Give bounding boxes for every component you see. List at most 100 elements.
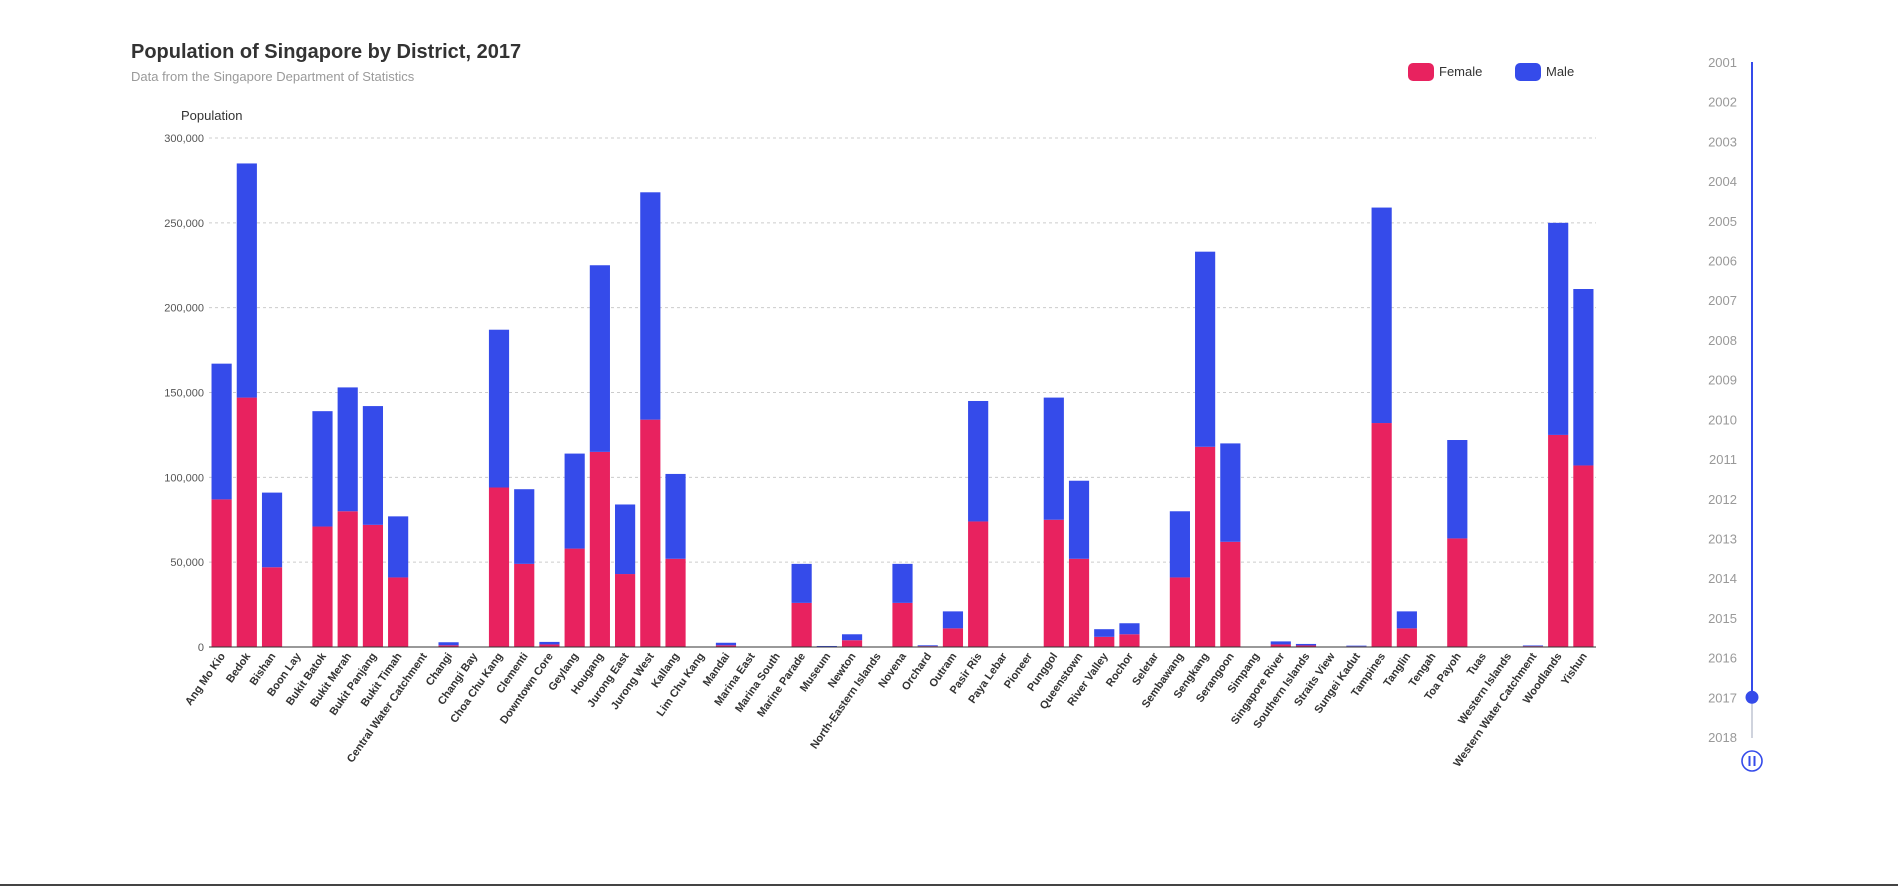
timeline-handle[interactable]	[1745, 690, 1759, 704]
timeline-year-label[interactable]: 2001	[1708, 55, 1737, 70]
bar-male[interactable]	[1396, 611, 1417, 629]
bar-female[interactable]	[1220, 541, 1241, 647]
bar-female[interactable]	[1295, 645, 1317, 647]
bar-female[interactable]	[640, 419, 661, 647]
timeline-year-label[interactable]: 2008	[1708, 333, 1737, 348]
timeline-year-label[interactable]: 2007	[1708, 293, 1737, 308]
bar-female[interactable]	[564, 548, 585, 647]
bar-male[interactable]	[589, 265, 610, 452]
bar-female[interactable]	[1043, 519, 1064, 647]
bar-male[interactable]	[1522, 645, 1544, 647]
bar-female[interactable]	[715, 645, 737, 647]
legend-item-female[interactable]: Female	[1408, 63, 1482, 81]
bar-female[interactable]	[1068, 558, 1090, 647]
bar-male[interactable]	[665, 473, 686, 559]
bar-female[interactable]	[1270, 644, 1291, 647]
bar-male[interactable]	[1270, 641, 1291, 645]
bar-male[interactable]	[942, 611, 964, 629]
bar-male[interactable]	[488, 329, 510, 488]
bar-male[interactable]	[362, 406, 384, 525]
timeline-year-label[interactable]: 2015	[1708, 611, 1737, 626]
bar-female[interactable]	[615, 574, 636, 647]
bars	[211, 163, 1594, 647]
timeline-year-label[interactable]: 2018	[1708, 730, 1737, 745]
bar-male[interactable]	[1220, 443, 1241, 542]
bar-female[interactable]	[1094, 636, 1115, 647]
bar-female[interactable]	[1396, 628, 1417, 647]
bar-female[interactable]	[261, 567, 283, 647]
timeline-year-label[interactable]: 2014	[1708, 571, 1737, 586]
bar-female[interactable]	[892, 602, 913, 647]
timeline-year-label[interactable]: 2006	[1708, 254, 1737, 269]
bar-male[interactable]	[438, 642, 459, 646]
bar-female[interactable]	[362, 524, 384, 647]
timeline-year-label[interactable]: 2004	[1708, 174, 1737, 189]
bar-female[interactable]	[1371, 423, 1392, 647]
bar-female[interactable]	[539, 644, 560, 647]
bar-female[interactable]	[841, 640, 863, 647]
bar-male[interactable]	[1094, 629, 1115, 637]
bar-male[interactable]	[715, 642, 737, 646]
bar-female[interactable]	[514, 563, 535, 647]
timeline-year-label[interactable]: 2005	[1708, 214, 1737, 229]
bar-male[interactable]	[1447, 440, 1468, 539]
bar-male[interactable]	[312, 411, 333, 527]
bar-male[interactable]	[261, 492, 283, 568]
timeline-year-label[interactable]: 2013	[1708, 531, 1737, 546]
bar-female[interactable]	[1447, 538, 1468, 647]
timeline-year-label[interactable]: 2009	[1708, 373, 1737, 388]
bar-male[interactable]	[1195, 251, 1216, 447]
bar-female[interactable]	[211, 499, 232, 647]
bar-male[interactable]	[615, 504, 636, 575]
bar-female[interactable]	[488, 487, 510, 647]
bar-male[interactable]	[1169, 511, 1190, 578]
bar-female[interactable]	[337, 511, 358, 647]
bar-male[interactable]	[1548, 222, 1569, 435]
bar-male[interactable]	[211, 363, 232, 500]
bar-female[interactable]	[1169, 577, 1190, 647]
bar-female[interactable]	[791, 602, 812, 647]
bar-male[interactable]	[1295, 643, 1317, 646]
bar-female[interactable]	[388, 577, 409, 647]
timeline-year-label[interactable]: 2010	[1708, 412, 1737, 427]
timeline-year-label[interactable]: 2016	[1708, 651, 1737, 666]
bar-male[interactable]	[1119, 623, 1140, 635]
timeline-year-label[interactable]: 2011	[1709, 452, 1737, 467]
bar-male[interactable]	[564, 453, 585, 549]
bar-female[interactable]	[665, 558, 686, 647]
bar-male[interactable]	[337, 387, 358, 512]
bar-male[interactable]	[791, 563, 812, 603]
timeline-year-label[interactable]: 2012	[1708, 492, 1737, 507]
bar-female[interactable]	[942, 628, 964, 647]
bar-female[interactable]	[1119, 634, 1140, 647]
bar-male[interactable]	[1068, 480, 1090, 559]
bar-male[interactable]	[1346, 645, 1367, 647]
timeline-year-label[interactable]: 2017	[1708, 690, 1737, 705]
bar-male[interactable]	[539, 641, 560, 645]
legend-item-male[interactable]: Male	[1515, 63, 1574, 81]
bar-female[interactable]	[312, 526, 333, 647]
bar-male[interactable]	[236, 163, 257, 398]
bar-female[interactable]	[1573, 465, 1594, 647]
timeline-year-label[interactable]: 2003	[1708, 134, 1737, 149]
bar-male[interactable]	[917, 645, 938, 647]
bar-female[interactable]	[589, 451, 610, 647]
bar-female[interactable]	[1548, 434, 1569, 647]
bar-male[interactable]	[968, 400, 989, 522]
bar-female[interactable]	[438, 645, 459, 647]
bar-male[interactable]	[1371, 207, 1392, 424]
pause-button[interactable]	[1741, 750, 1763, 772]
bar-male[interactable]	[1043, 397, 1064, 520]
bar-male[interactable]	[892, 563, 913, 603]
bar-female[interactable]	[236, 397, 257, 647]
bar-male[interactable]	[388, 516, 409, 578]
bar-female[interactable]	[968, 521, 989, 647]
timeline-year-label[interactable]: 2002	[1708, 95, 1737, 110]
bar-male[interactable]	[841, 634, 863, 641]
bar-male[interactable]	[816, 645, 837, 647]
legend: Female Male	[1408, 63, 1574, 81]
bar-female[interactable]	[1195, 446, 1216, 647]
bar-male[interactable]	[640, 192, 661, 420]
bar-male[interactable]	[514, 489, 535, 564]
bar-male[interactable]	[1573, 289, 1594, 466]
